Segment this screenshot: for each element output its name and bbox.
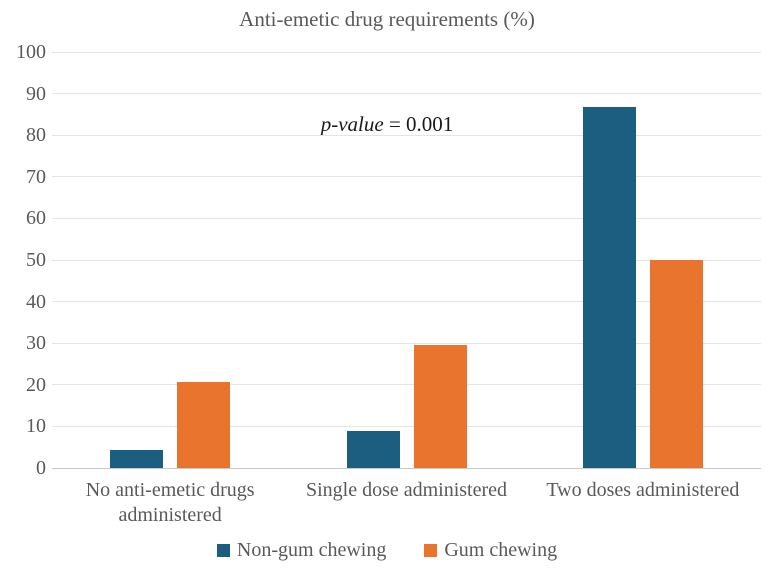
legend-swatch-icon [216,544,230,557]
bar-gum-chewing-group-1 [177,382,231,468]
category-label-1: No anti-emetic drugs administered [85,479,255,526]
gridline-80 [52,134,761,136]
y-tick-label-90: 90 [26,82,46,105]
y-tick-label-50: 50 [26,249,46,271]
gridline-60 [52,217,761,219]
bar-gum-chewing-group-2 [413,345,467,468]
category-label-3: Two doses administered [546,479,740,501]
bar-gum-chewing-group-3 [649,260,703,468]
legend-item-gum-chewing: Gum chewing [424,539,557,562]
bar-non-gum-chewing-group-3 [582,107,636,468]
gridline-70 [52,176,761,178]
y-tick-label-0: 0 [36,457,46,479]
legend-label: Non-gum chewing [236,539,387,561]
legend-swatch-icon [424,544,438,557]
y-tick-label-60: 60 [26,207,46,230]
y-tick-label-80: 80 [26,124,46,147]
legend: Non-gum chewing Gum chewing [0,539,774,562]
gridline-40 [52,301,761,303]
p-value-italic-text: p-value [320,112,384,136]
y-tick-label-70: 70 [26,165,46,188]
x-axis-category-labels: No anti-emetic drugs administered Single … [52,478,761,528]
p-value-equals-text: = 0.001 [383,112,454,136]
category-label-2: Single dose administered [305,479,508,501]
bar-non-gum-chewing-group-1 [110,450,164,468]
p-value-annotation: p-value = 0.001 [252,112,522,137]
legend-label: Gum chewing [444,539,558,561]
gridline-20 [52,384,761,386]
gridline-0 [52,467,761,469]
gridline-30 [52,342,761,344]
gridline-50 [52,259,761,261]
gridline-90 [52,93,761,95]
y-tick-label-30: 30 [26,332,46,355]
chart-title: Anti-emetic drug requirements (%) [239,7,535,31]
bar-non-gum-chewing-group-2 [346,430,400,468]
y-tick-label-40: 40 [26,290,46,313]
gridline-100 [52,51,761,53]
plot-area: p-value = 0.001 [52,51,761,469]
y-tick-label-20: 20 [26,373,46,396]
legend-item-non-gum-chewing: Non-gum chewing [216,539,387,562]
y-tick-label-10: 10 [26,415,46,438]
y-axis-tick-labels: 0 10 20 30 40 50 60 70 80 90 100 [0,0,46,573]
y-tick-label-100: 100 [16,41,46,63]
gridline-10 [52,425,761,427]
